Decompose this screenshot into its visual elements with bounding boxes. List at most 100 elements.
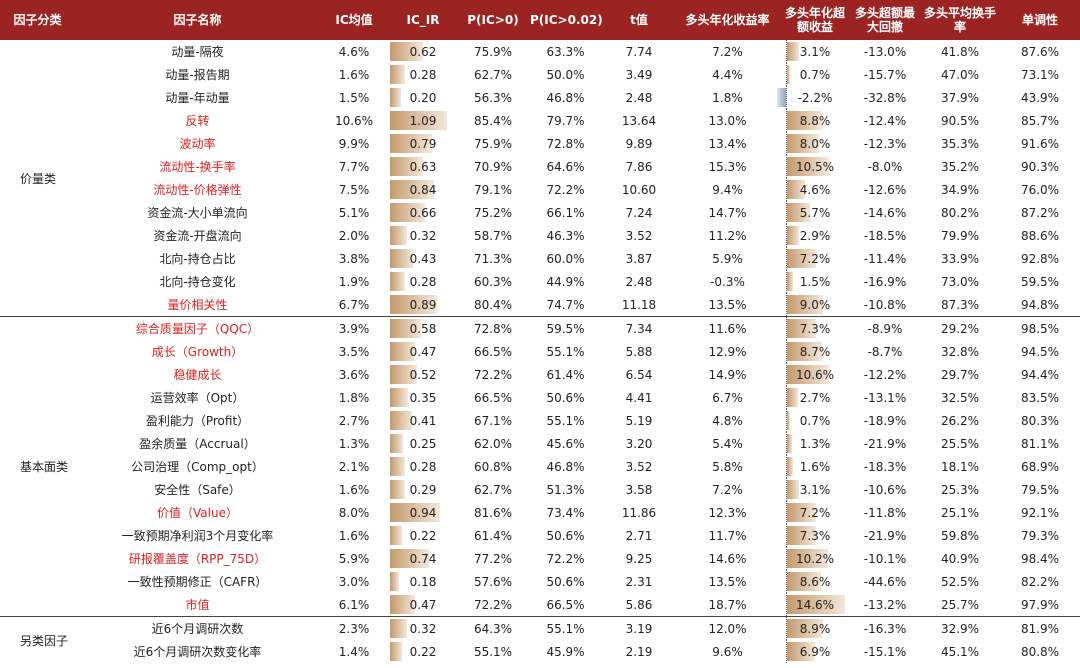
table-row: 公司治理（Comp_opt） 2.1% 0.28 60.8% 46.8% 3.52 5.8%… <box>0 455 1080 478</box>
value-cell: 59.8% <box>920 524 1000 547</box>
axis <box>786 317 787 340</box>
cell-text: 1.8% <box>712 90 743 105</box>
cell-text: 62.7% <box>473 482 513 497</box>
cell-text: 72.2% <box>546 551 585 566</box>
value-cell: 8.0% <box>320 501 388 524</box>
table-row: 价值（Value） 8.0% 0.94 81.6% 73.4% 11.86 12.3% 7.2… <box>0 501 1080 524</box>
data-bar <box>787 226 799 245</box>
value-cell: 5.8% <box>675 455 780 478</box>
factor-name: 一致预期净利润3个月变化率 <box>121 529 274 543</box>
value-cell: 76.0% <box>1000 178 1080 201</box>
cell-text: 4.8% <box>712 413 743 428</box>
data-bar <box>787 157 829 176</box>
cell-text: 62.7% <box>473 67 513 82</box>
axis <box>786 363 787 386</box>
value-cell: 45.9% <box>528 640 603 663</box>
value-cell: -12.6% <box>850 178 920 201</box>
cell-text: 12.3% <box>708 505 747 520</box>
cell-text: 11.6% <box>708 321 747 336</box>
header-cell: t值 <box>603 0 675 40</box>
table-row: 近6个月调研次数变化率 1.4% 0.22 55.1% 45.9% 2.19 9.6% 6.9… <box>0 640 1080 663</box>
value-cell: 50.6% <box>528 570 603 593</box>
value-cell: 87.2% <box>1000 201 1080 224</box>
cell-text: -12.6% <box>863 182 907 197</box>
value-cell: 0.18 <box>388 570 458 593</box>
table-row: 另类因子 近6个月调研次数 2.3% 0.32 64.3% 55.1% 3.19 12.0% 8… <box>0 616 1080 663</box>
header-cell: 多头超额最大回撤 <box>850 0 920 40</box>
cell-text: 76.0% <box>1020 182 1060 197</box>
cell-text: 79.9% <box>940 228 980 243</box>
data-bar <box>390 411 412 430</box>
axis <box>786 409 787 432</box>
cell-text: 7.86 <box>625 159 653 174</box>
table-row: 成长（Growth） 3.5% 0.47 66.5% 55.1% 5.88 12.9% 8.7… <box>0 340 1080 363</box>
data-bar <box>787 111 823 130</box>
value-cell: 64.3% <box>458 616 528 640</box>
value-cell: 25.7% <box>920 593 1000 617</box>
group-cell: 价量类 <box>20 171 57 186</box>
value-cell: 8.9% <box>780 616 850 640</box>
cell-text: 7.2% <box>712 482 743 497</box>
value-cell: -10.8% <box>850 293 920 317</box>
cell-text: 60.8% <box>473 459 513 474</box>
value-cell: 1.6% <box>320 63 388 86</box>
value-cell: 0.47 <box>388 340 458 363</box>
cell-text: 25.7% <box>940 597 980 612</box>
value-cell: 18.7% <box>675 593 780 617</box>
cell-text: 11.18 <box>621 297 657 312</box>
data-bar <box>390 619 407 638</box>
cell-text: -16.9% <box>863 274 907 289</box>
cell-text: 61.4% <box>473 528 513 543</box>
cell-text: 10.60 <box>621 182 657 197</box>
axis <box>786 617 787 640</box>
value-cell: 83.5% <box>1000 386 1080 409</box>
value-cell: 12.0% <box>675 616 780 640</box>
factor-name: 市值 <box>185 598 210 612</box>
factor-name: 动量-年动量 <box>165 91 230 105</box>
value-cell: -15.1% <box>850 640 920 663</box>
cell-text: 94.5% <box>1020 344 1060 359</box>
cell-text: -11.8% <box>863 505 907 520</box>
value-cell: 81.6% <box>458 501 528 524</box>
value-cell: 2.7% <box>320 409 388 432</box>
cell-text: 46.8% <box>546 459 585 474</box>
value-cell: 3.20 <box>603 432 675 455</box>
value-cell: 46.8% <box>528 86 603 109</box>
value-cell: 46.3% <box>528 224 603 247</box>
cell-text: 7.2% <box>712 44 743 59</box>
cell-text: 11.86 <box>621 505 657 520</box>
axis <box>786 593 787 616</box>
header-row: 因子分类 因子名称 IC均值 IC_IR P(IC>0) P(IC>0.02) t值 多头年化… <box>0 0 1080 40</box>
cell-text: -32.8% <box>863 90 907 105</box>
cell-text: 10.6% <box>334 113 374 128</box>
value-cell: 61.4% <box>458 524 528 547</box>
cell-text: 10.5% <box>795 159 835 174</box>
value-cell: 79.7% <box>528 109 603 132</box>
cell-text: 29.7% <box>940 367 980 382</box>
value-cell: 0.32 <box>388 224 458 247</box>
value-cell: 7.2% <box>780 501 850 524</box>
value-cell: -12.4% <box>850 109 920 132</box>
value-cell: 52.5% <box>920 570 1000 593</box>
value-cell: 7.3% <box>780 316 850 340</box>
data-bar <box>787 595 846 614</box>
value-cell: 63.3% <box>528 40 603 63</box>
value-cell: 3.58 <box>603 478 675 501</box>
cell-text: 0.20 <box>409 90 437 105</box>
value-cell: 0.22 <box>388 640 458 663</box>
cell-text: 13.0% <box>708 113 747 128</box>
value-cell: -18.3% <box>850 455 920 478</box>
value-cell: 72.8% <box>458 316 528 340</box>
cell-text: 85.7% <box>1020 113 1060 128</box>
value-cell: 40.9% <box>920 547 1000 570</box>
data-bar <box>787 434 793 453</box>
cell-text: 3.8% <box>338 251 370 266</box>
header-cell: 多头年化超额收益 <box>780 0 850 40</box>
cell-text: 2.48 <box>625 90 653 105</box>
cell-text: -21.9% <box>863 528 907 543</box>
value-cell: 62.0% <box>458 432 528 455</box>
table-body: 价量类 动量-隔夜 4.6% 0.62 75.9% 63.3% 7.74 7.2% 3.1% -1… <box>0 40 1080 663</box>
value-cell: -8.7% <box>850 340 920 363</box>
cell-text: 67.1% <box>473 413 513 428</box>
